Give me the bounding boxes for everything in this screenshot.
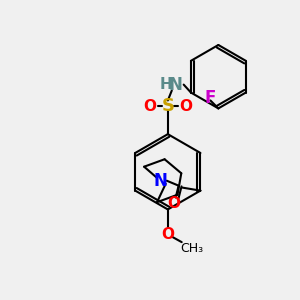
- Text: O: O: [161, 227, 174, 242]
- Text: N: N: [169, 76, 183, 94]
- Text: O: O: [143, 99, 157, 114]
- Text: S: S: [161, 98, 174, 116]
- Text: N: N: [154, 172, 168, 190]
- Text: O: O: [179, 99, 192, 114]
- Text: H: H: [160, 77, 172, 92]
- Text: O: O: [167, 196, 180, 211]
- Text: CH₃: CH₃: [180, 242, 203, 255]
- Text: F: F: [205, 89, 216, 107]
